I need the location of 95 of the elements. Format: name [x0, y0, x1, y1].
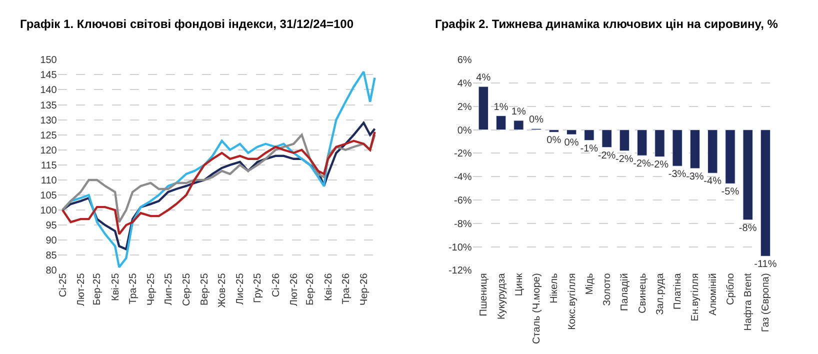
data-label: -1%: [580, 143, 598, 154]
bar: [636, 130, 648, 156]
bar: [654, 130, 665, 157]
x-tick-label: Чер-26: [358, 272, 370, 306]
x-tick-label: Кокс.вугілля: [566, 273, 578, 330]
bar: [619, 130, 630, 152]
x-tick-label: Золото: [602, 272, 614, 306]
x-tick-label: Вер-25: [200, 272, 211, 306]
x-tick-label: Свинець: [637, 273, 648, 314]
x-tick-label: Нікель: [549, 273, 560, 304]
y-tick-label: 140: [40, 85, 58, 96]
x-tick-label: Платіна: [672, 272, 684, 310]
y-tick-label: -8%: [454, 218, 472, 230]
x-tick-label: Газ (Європа): [760, 273, 772, 332]
x-tick-label: Ен.вугілля: [690, 273, 702, 322]
x-tick-label: Сі-25: [58, 272, 69, 298]
data-label: 1%: [511, 106, 526, 118]
y-tick-label: 105: [40, 190, 58, 202]
data-label: -5%: [721, 186, 740, 198]
x-tick-label: Паладій: [620, 273, 631, 311]
y-tick-label: 85: [46, 250, 58, 262]
x-tick-label: Алюміній: [708, 273, 719, 316]
x-tick-label: Зал.руда: [654, 272, 666, 315]
data-label: 0%: [546, 135, 562, 146]
bar: [602, 130, 612, 148]
bar: [584, 130, 594, 141]
x-tick-label: Лип-25: [163, 272, 174, 306]
data-label: 0%: [529, 114, 544, 126]
data-label: -2%: [633, 158, 652, 170]
x-tick-label: Бер-26: [305, 272, 316, 306]
bar: [725, 130, 736, 184]
data-label: 1%: [494, 102, 508, 113]
x-tick-label: Мідь: [584, 273, 596, 295]
y-tick-label: 120: [40, 145, 58, 156]
y-tick-label: 6%: [457, 55, 472, 66]
data-label: -2%: [650, 160, 669, 171]
y-tick-label: 115: [40, 160, 58, 172]
x-tick-label: Сер-25: [182, 272, 193, 306]
chart-title: Графік 1. Ключові світові фондові індекси, 31/12/24=100: [20, 17, 354, 31]
data-label: -11%: [754, 259, 777, 270]
bar: [548, 130, 560, 132]
bar: [708, 130, 718, 174]
x-tick-label: Лис-25: [235, 272, 246, 305]
x-tick-label: Чер-25: [146, 272, 157, 306]
data-label: 0%: [564, 138, 579, 149]
bar: [760, 130, 771, 256]
x-tick-label: Сі-26: [270, 272, 282, 298]
bar: [742, 130, 753, 220]
x-tick-label: Пшениця: [478, 273, 490, 316]
x-tick-label: Кукурудза: [496, 272, 508, 320]
data-label: -2%: [598, 150, 616, 162]
x-tick-label: Тра-25: [128, 272, 139, 304]
bar: [566, 130, 577, 135]
y-tick-label: 135: [40, 100, 58, 112]
bar: [672, 130, 682, 166]
y-tick-label: -12%: [448, 266, 472, 277]
y-tick-label: 90: [46, 236, 58, 247]
y-tick-label: 0%: [457, 125, 472, 136]
data-label: -2%: [616, 154, 634, 165]
x-tick-label: Срібло: [725, 272, 736, 305]
bar: [690, 130, 700, 169]
y-tick-label: -4%: [454, 172, 472, 184]
x-tick-label: Жов-25: [217, 272, 228, 308]
x-tick-label: Лют-25: [76, 272, 87, 306]
x-tick-label: Нафта Brent: [743, 272, 754, 331]
y-tick-label: 2%: [457, 102, 472, 113]
data-label: -3%: [668, 169, 686, 180]
data-label: -8%: [738, 222, 757, 234]
data-label: -4%: [704, 176, 722, 188]
bar: [478, 86, 489, 130]
x-tick-label: Бер-25: [92, 272, 104, 306]
x-tick-label: Гру-25: [252, 272, 264, 303]
x-tick-label: Кві-26: [323, 272, 334, 302]
bar: [514, 120, 524, 130]
x-tick-label: Тра-26: [340, 272, 352, 304]
data-label: 4%: [476, 72, 491, 84]
data-label: -3%: [686, 171, 704, 182]
y-tick-label: 100: [40, 206, 58, 217]
y-tick-label: 125: [40, 130, 58, 142]
y-tick-label: 4%: [457, 78, 472, 90]
y-tick-label: 110: [40, 175, 58, 186]
x-tick-label: Цинк: [514, 272, 525, 296]
y-tick-label: 80: [46, 266, 58, 277]
chart-title: Графік 2. Тижнева динаміка ключових цін на сировину, %: [435, 17, 778, 31]
y-tick-label: 145: [40, 70, 58, 82]
y-tick-label: -2%: [454, 148, 472, 160]
y-tick-label: -6%: [454, 196, 472, 207]
y-tick-label: -10%: [448, 242, 472, 254]
y-tick-label: 150: [40, 55, 58, 66]
bar: [496, 116, 506, 130]
x-tick-label: Сталь (Ч.море): [532, 273, 543, 344]
y-tick-label: 130: [40, 115, 58, 126]
y-tick-label: 95: [46, 220, 58, 232]
x-tick-label: Лют-26: [288, 272, 300, 306]
x-tick-label: Кві-25: [110, 272, 122, 302]
